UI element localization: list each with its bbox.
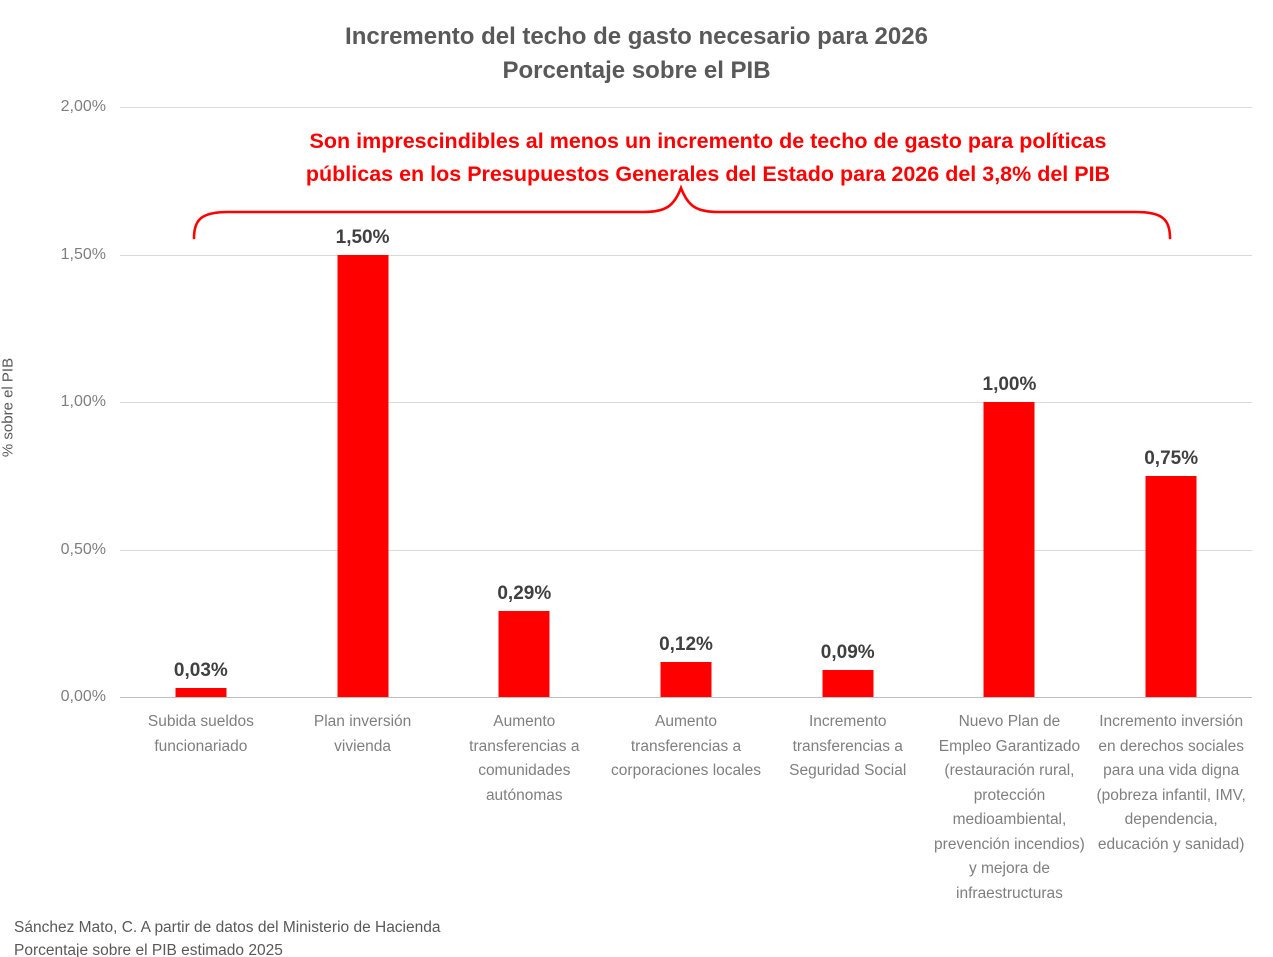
- source-note: Sánchez Mato, C. A partir de datos del M…: [14, 916, 441, 957]
- annotation-line2: públicas en los Presupuestos Generales d…: [305, 162, 1111, 186]
- source-note-line1: Sánchez Mato, C. A partir de datos del M…: [14, 919, 441, 936]
- bar: [1145, 475, 1197, 697]
- category-label: Aumento transferencias a comunidades aut…: [469, 713, 580, 804]
- gridline-0,00%: [120, 697, 1252, 698]
- bar: [337, 254, 389, 697]
- bars-row: 0,03% 1,50% 0,29% 0,12% 0,09% 1,00% 0,75%: [120, 107, 1252, 697]
- annotation-text: Son imprescindibles al menos un incremen…: [120, 125, 1273, 191]
- bar-value-label: 0,09%: [820, 642, 875, 664]
- bar: [175, 688, 227, 697]
- gridline-2,00%: [120, 107, 1252, 108]
- y-tick-label: 0,00%: [60, 688, 106, 705]
- source-note-line2: Porcentaje sobre el PIB estimado 2025: [14, 942, 283, 957]
- bar: [822, 670, 874, 697]
- annotation-line1: Son imprescindibles al menos un incremen…: [309, 129, 1107, 153]
- bar-column: 0,03%: [120, 107, 282, 697]
- bar-column: 0,12%: [605, 107, 767, 697]
- category-label: Incremento inversión en derechos sociale…: [1096, 713, 1246, 853]
- bar-column: 0,09%: [767, 107, 929, 697]
- y-axis-tick-labels: 0,00% 0,50% 1,00% 1,50% 2,00%: [0, 0, 106, 957]
- bar-value-label: 0,75%: [1144, 447, 1199, 469]
- category-labels: Subida sueldos funcionariado Plan inversi…: [120, 710, 1252, 906]
- bar-column: 0,75%: [1090, 107, 1252, 697]
- bar-column: 0,29%: [443, 107, 605, 697]
- category-label: Plan inversión vivienda: [313, 713, 412, 755]
- bar-value-label: 1,00%: [982, 374, 1037, 395]
- y-tick-label: 1,50%: [60, 245, 106, 263]
- bar-value-label: 0,03%: [173, 660, 228, 682]
- chart-title-line2: Porcentaje sobre el PIB: [502, 57, 771, 84]
- gridline-1,00%: [120, 402, 1252, 403]
- y-tick-label: 2,00%: [60, 98, 106, 115]
- gridline-0,50%: [120, 549, 1252, 551]
- bar: [660, 661, 712, 697]
- category-label: Incremento transferencias a Seguridad So…: [789, 713, 907, 779]
- chart-title-line1: Incremento del techo de gasto necesario …: [345, 23, 928, 50]
- y-tick-label: 0,50%: [60, 540, 106, 558]
- bar-value-label: 1,50%: [335, 226, 390, 248]
- bar-value-label: 0,29%: [497, 583, 552, 605]
- chart-title: Incremento del techo de gasto necesario …: [0, 20, 1273, 88]
- bar-column: 1,50%: [282, 107, 444, 697]
- category-label: Nuevo Plan de Empleo Garantizado (restau…: [934, 713, 1085, 902]
- plot-area: 0,03% 1,50% 0,29% 0,12% 0,09% 1,00% 0,75%: [120, 107, 1252, 698]
- y-tick-label: 1,00%: [60, 393, 106, 410]
- category-label: Aumento transferencias a corporaciones l…: [611, 713, 761, 779]
- bar: [498, 611, 550, 697]
- bar: [983, 402, 1035, 697]
- bar-column: 1,00%: [929, 107, 1091, 697]
- gridline-1,50%: [120, 254, 1252, 256]
- bar-value-label: 0,12%: [659, 633, 713, 655]
- category-label: Subida sueldos funcionariado: [147, 713, 254, 755]
